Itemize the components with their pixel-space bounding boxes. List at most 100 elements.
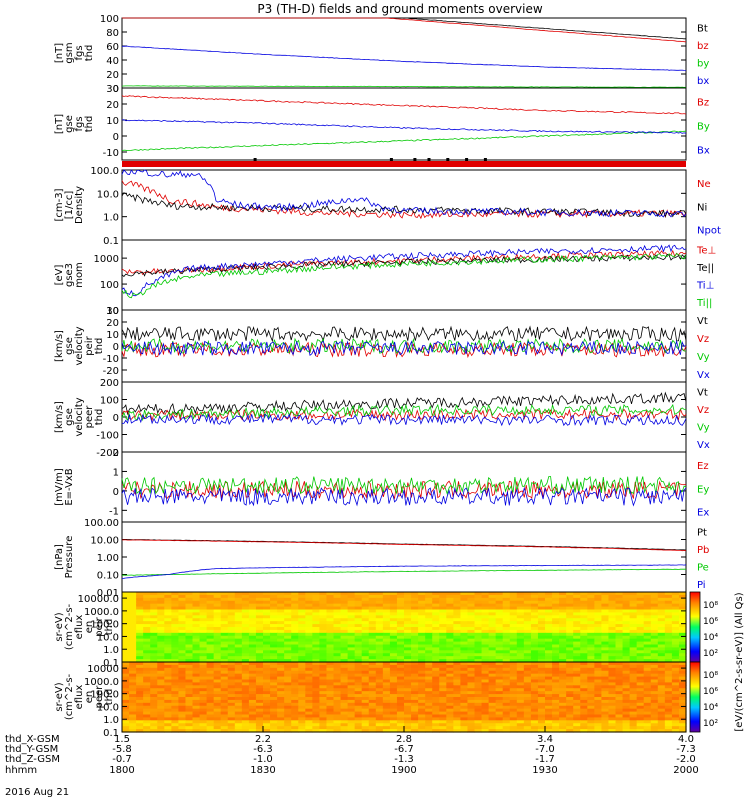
heatmap-cell — [354, 621, 363, 625]
heatmap-cell — [227, 592, 236, 596]
heatmap-cell — [629, 653, 638, 657]
heatmap-cell — [248, 667, 257, 672]
heatmap-cell — [566, 632, 574, 637]
heatmap-cell — [523, 688, 532, 692]
heatmap-cell — [657, 711, 666, 716]
heatmap-cell — [234, 627, 243, 631]
heatmap-cell — [157, 717, 165, 721]
heatmap-cell — [312, 609, 320, 614]
heatmap-cell — [671, 714, 680, 719]
heatmap-cell — [615, 653, 624, 657]
heatmap-cell — [389, 609, 398, 614]
heatmap-cell — [502, 635, 511, 640]
heatmap-cell — [636, 702, 645, 707]
heatmap-cell — [291, 597, 299, 602]
heatmap-cell — [185, 729, 194, 733]
heatmap-cell — [495, 638, 504, 643]
heatmap-cell — [354, 691, 363, 695]
heatmap-cell — [502, 603, 511, 608]
heatmap-cell — [502, 705, 511, 710]
heatmap-cell — [509, 694, 518, 698]
heatmap-cell — [241, 682, 250, 686]
heatmap-cell — [411, 670, 419, 675]
heatmap-cell — [150, 694, 158, 698]
heatmap-cell — [361, 667, 370, 672]
heatmap-cell — [516, 667, 525, 672]
heatmap-cell — [418, 664, 426, 669]
heatmap-cell — [333, 659, 342, 663]
heatmap-cell — [241, 635, 250, 640]
heatmap-cell — [284, 726, 292, 730]
heatmap-cell — [375, 699, 384, 704]
heatmap-cell — [566, 659, 574, 663]
heatmap-cell — [361, 699, 370, 704]
heatmap-cell — [657, 694, 666, 698]
heatmap-cell — [284, 699, 292, 704]
heatmap-cell — [411, 688, 419, 692]
heatmap-cell — [361, 615, 370, 619]
heatmap-cell — [361, 688, 370, 692]
heatmap-cell — [382, 597, 391, 602]
heatmap-cell — [481, 612, 490, 616]
heatmap-cell — [446, 615, 454, 619]
heatmap-cell — [509, 597, 518, 602]
heatmap-cell — [171, 717, 179, 721]
heatmap-cell — [284, 676, 292, 681]
heatmap-cell — [488, 656, 497, 660]
y-axis-label: gse — [64, 337, 75, 355]
heatmap-cell — [213, 629, 222, 634]
heatmap-cell — [629, 621, 638, 625]
heatmap-cell — [178, 592, 187, 596]
heatmap-cell — [636, 676, 645, 681]
density-panel: 0.11.010.0100.0Density[1/cc][cm-3]NeNiNp… — [54, 166, 721, 247]
heatmap-cell — [164, 618, 172, 622]
heatmap-cell — [573, 717, 581, 721]
heatmap-cell — [516, 621, 525, 625]
heatmap-cell — [347, 647, 356, 651]
heatmap-cell — [467, 615, 476, 619]
heatmap-cell — [178, 624, 187, 628]
heatmap-cell — [516, 711, 525, 716]
heatmap-cell — [636, 609, 645, 614]
heatmap-cell — [636, 621, 645, 625]
heatmap-cell — [446, 679, 454, 684]
heatmap-cell — [143, 609, 151, 614]
heatmap-cell — [312, 618, 320, 622]
heatmap-cell — [305, 656, 313, 660]
heatmap-cell — [495, 653, 504, 657]
heatmap-cell — [432, 627, 440, 631]
heatmap-cell — [629, 720, 638, 724]
heatmap-cell — [129, 624, 137, 628]
heatmap-cell — [439, 632, 447, 637]
heatmap-cell — [580, 618, 588, 622]
heatmap-cell — [495, 729, 504, 733]
heatmap-cell — [657, 594, 666, 599]
heatmap-cell — [446, 621, 454, 625]
heatmap-cell — [530, 708, 539, 713]
heatmap-cell — [643, 594, 652, 599]
heatmap-cell — [516, 702, 525, 707]
heatmap-cell — [319, 594, 328, 599]
heatmap-cell — [453, 656, 461, 660]
heatmap-cell — [291, 726, 299, 730]
heatmap-cell — [467, 685, 476, 689]
heatmap-cell — [636, 627, 645, 631]
heatmap-cell — [580, 726, 588, 730]
heatmap-cell — [333, 632, 342, 637]
heatmap-cell — [671, 621, 680, 625]
legend-entry: Bt — [697, 24, 708, 35]
heatmap-cell — [418, 606, 426, 611]
heatmap-cell — [319, 717, 328, 721]
heatmap-cell — [474, 612, 483, 616]
heatmap-cell — [277, 720, 285, 724]
heatmap-cell — [248, 711, 257, 716]
heatmap-cell — [255, 720, 264, 724]
heatmap-cell — [608, 688, 617, 692]
heatmap-cell — [467, 629, 476, 634]
heatmap-cell — [678, 676, 687, 681]
heatmap-cell — [396, 694, 405, 698]
heatmap-cell — [319, 679, 328, 684]
heatmap-cell — [629, 624, 638, 628]
heatmap-cell — [629, 711, 638, 716]
heatmap-cell — [608, 618, 617, 622]
